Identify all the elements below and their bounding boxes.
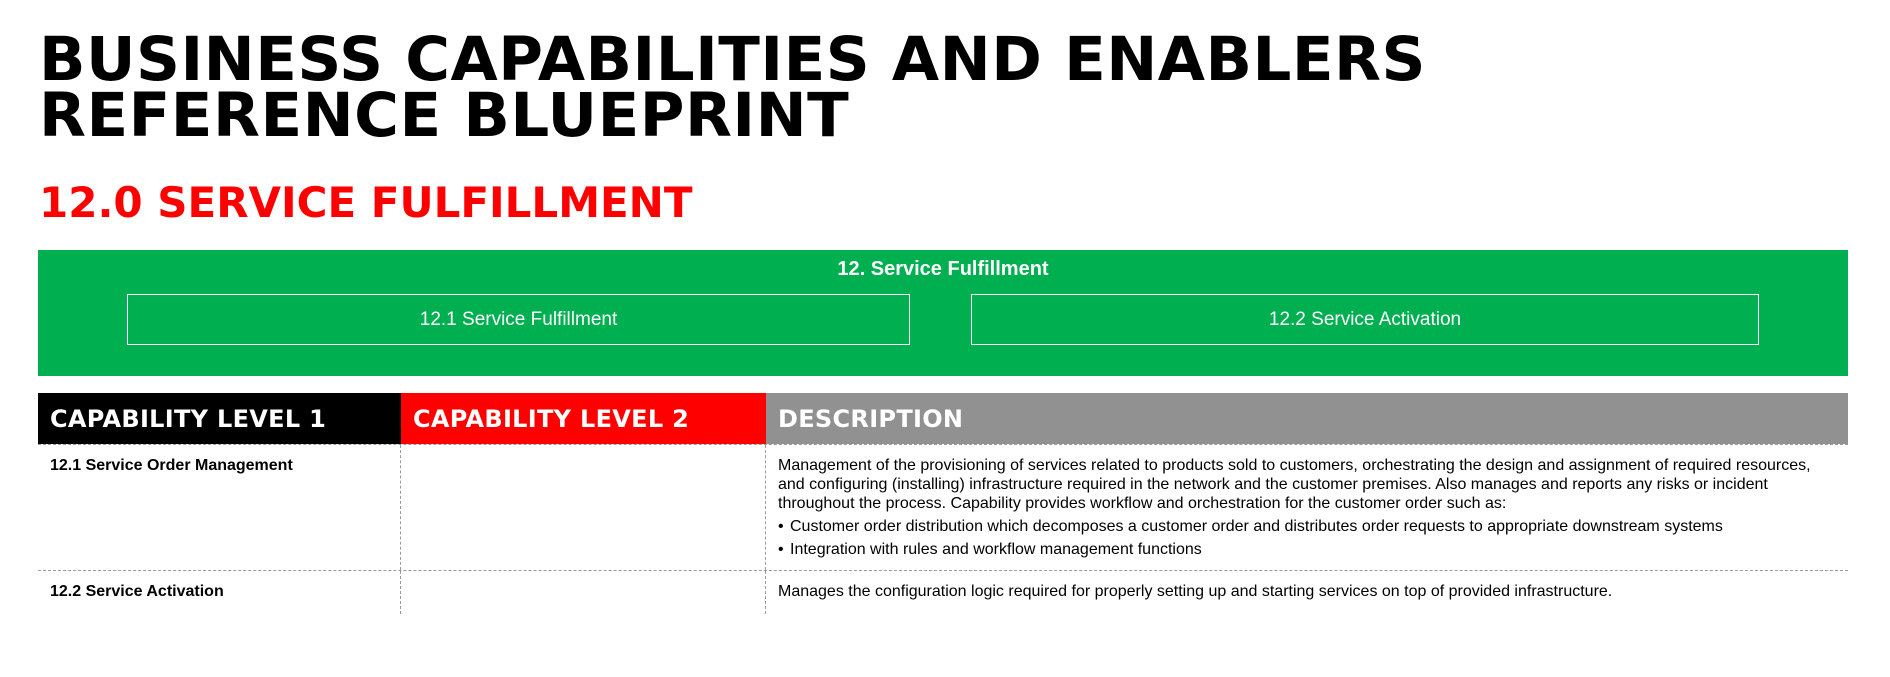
cell-description: Management of the provisioning of servic… <box>766 445 1848 570</box>
cell-description: Manages the configuration logic required… <box>766 571 1848 614</box>
table-row: 12.1 Service Order Management Management… <box>38 444 1848 571</box>
capability-table: CAPABILITY LEVEL 1 CAPABILITY LEVEL 2 DE… <box>38 393 1848 614</box>
page-title-line-1: BUSINESS CAPABILITIES AND ENABLERS <box>39 24 1426 95</box>
header-capability-level-1: CAPABILITY LEVEL 1 <box>38 393 401 444</box>
bullet-text: Integration with rules and workflow mana… <box>790 541 1202 558</box>
capability-level-1-text: 12.2 Service Activation <box>50 583 224 600</box>
list-item: • Customer order distribution which decom… <box>778 517 1836 536</box>
capability-overview-heading: 12. Service Fulfillment <box>837 258 1049 280</box>
capability-box-service-fulfillment: 12.1 Service Fulfillment <box>127 294 910 345</box>
table-row: 12.2 Service Activation Manages the conf… <box>38 571 1848 614</box>
list-item: • Integration with rules and workflow man… <box>778 540 1836 559</box>
cell-capability-level-2 <box>401 445 766 570</box>
header-description: DESCRIPTION <box>766 393 1848 444</box>
cell-capability-level-2 <box>401 571 766 614</box>
bullet-text: Customer order distribution which decomp… <box>790 518 1723 535</box>
cell-capability-level-1: 12.1 Service Order Management <box>38 445 401 570</box>
description-bullets: • Customer order distribution which decom… <box>778 517 1836 559</box>
description-text: Management of the provisioning of servic… <box>778 457 1811 512</box>
section-title: 12.0 SERVICE FULFILLMENT <box>39 178 693 227</box>
capability-level-1-text: 12.1 Service Order Management <box>50 457 293 474</box>
header-capability-level-2: CAPABILITY LEVEL 2 <box>401 393 766 444</box>
bullet-icon: • <box>778 518 784 535</box>
capability-box-service-activation: 12.2 Service Activation <box>971 294 1759 345</box>
page-title: BUSINESS CAPABILITIES AND ENABLERS REFER… <box>39 24 1426 151</box>
capability-overview-panel: 12. Service Fulfillment 12.1 Service Ful… <box>38 250 1848 376</box>
description-text: Manages the configuration logic required… <box>778 583 1613 600</box>
bullet-icon: • <box>778 541 784 558</box>
cell-capability-level-1: 12.2 Service Activation <box>38 571 401 614</box>
page-title-line-2: REFERENCE BLUEPRINT <box>39 80 850 151</box>
table-header: CAPABILITY LEVEL 1 CAPABILITY LEVEL 2 DE… <box>38 393 1848 444</box>
